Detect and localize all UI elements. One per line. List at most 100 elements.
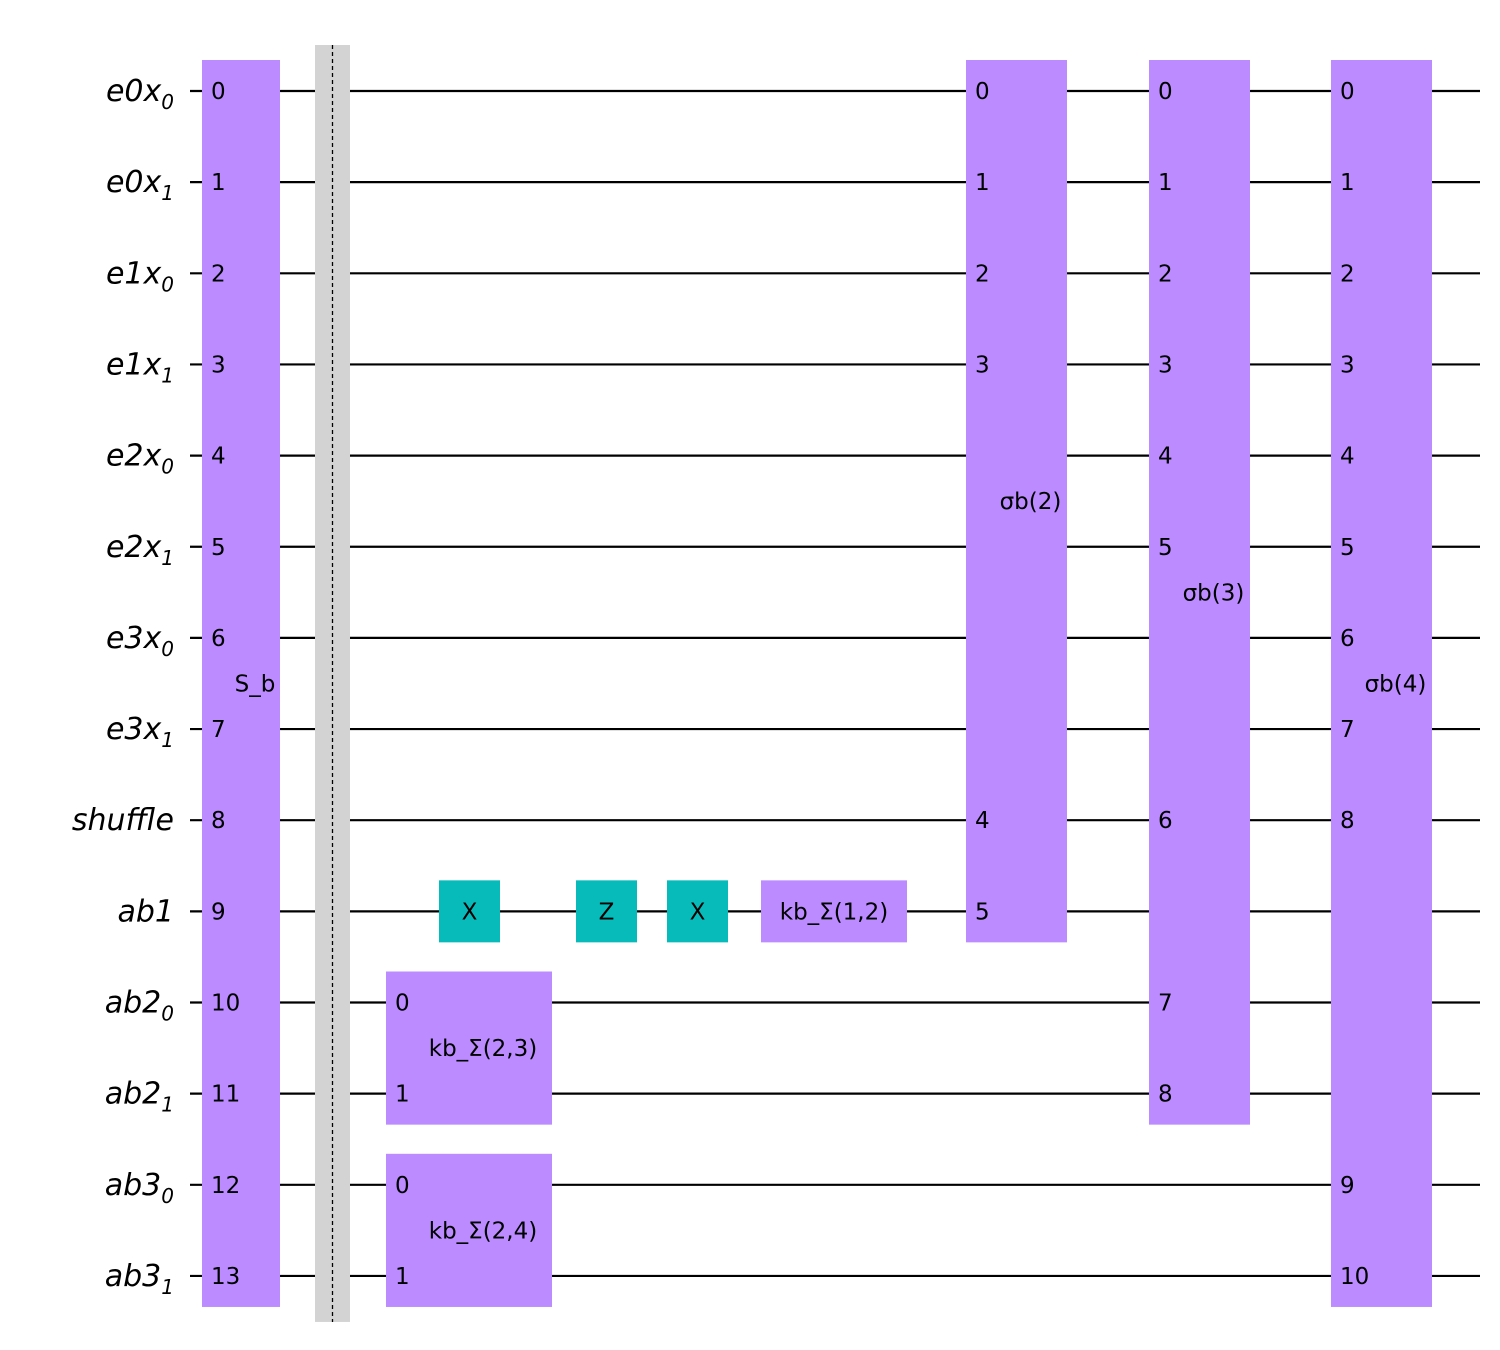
qubit-label-name: e1x — [106, 347, 162, 382]
gate-x_gate_2: X — [667, 880, 728, 943]
gate-sigma_b_2: 0 1 2 3 4 5 σb(2) — [966, 60, 1067, 943]
gate-port-label: 0 — [1158, 79, 1173, 105]
gate-port-label: 2 — [1158, 261, 1173, 287]
gate-label: kb_Σ(2,3) — [429, 1036, 537, 1062]
qubit-label: e2x1 — [106, 530, 174, 570]
qubit-label: ab20 — [105, 986, 174, 1026]
gate-port-label: 7 — [1158, 991, 1173, 1017]
gate-box — [439, 880, 500, 943]
gate-label: X — [462, 899, 478, 925]
qubit-label-subscript: 0 — [161, 455, 174, 479]
gate-port-label: 1 — [395, 1082, 410, 1108]
gate-port-label: 6 — [211, 626, 226, 652]
qubit-label-subscript: 1 — [161, 728, 174, 752]
qubit-label-subscript: 0 — [161, 1184, 174, 1208]
gate-port-label: 13 — [211, 1264, 240, 1290]
qubit-label: e1x1 — [106, 347, 174, 387]
gate-label: Z — [599, 899, 615, 925]
qubit-label: e3x0 — [106, 621, 174, 661]
barrier — [315, 45, 350, 1322]
qubit-label: e0x1 — [106, 165, 174, 205]
gate-port-label: 6 — [1158, 808, 1173, 834]
gate-box — [202, 60, 280, 1307]
qubit-label-name: e3x — [106, 712, 162, 747]
qubit-label-name: ab3 — [105, 1259, 162, 1294]
qubit-label-name: e1x — [106, 256, 162, 291]
gate-port-label: 7 — [211, 717, 226, 743]
gate-label: σb(4) — [1365, 671, 1427, 697]
gate-kb_sigma_2_4: 0 1 kb_Σ(2,4) — [386, 1153, 552, 1307]
qubit-label-name: e2x — [106, 439, 162, 474]
gate-sigma_b_4: 0 1 2 3 4 5 6 7 8 9 10 σb(4) — [1331, 60, 1432, 1307]
gate-port-label: 10 — [211, 991, 240, 1017]
qubit-label-name: ab3 — [105, 1168, 162, 1203]
gate-label: kb_Σ(1,2) — [780, 899, 888, 925]
gate-port-label: 8 — [1158, 1082, 1173, 1108]
gate-box — [1331, 60, 1432, 1307]
gate-port-label: 9 — [211, 899, 226, 925]
gate-box — [386, 1153, 552, 1307]
gate-sigma_b_3: 0 1 2 3 4 5 6 7 8 σb(3) — [1149, 60, 1250, 1125]
gate-port-label: 0 — [975, 79, 990, 105]
gate-z_gate: Z — [576, 880, 637, 943]
gate-port-label: 1 — [395, 1264, 410, 1290]
gate-kb_sigma_1_2: kb_Σ(1,2) — [761, 880, 907, 943]
gate-port-label: 2 — [1340, 261, 1355, 287]
qubit-label: ab31 — [105, 1259, 174, 1299]
gate-port-label: 4 — [1340, 444, 1355, 470]
qubit-label: e3x1 — [106, 712, 174, 752]
qubit-label-name: shuffle — [72, 803, 174, 838]
qubit-label-subscript: 1 — [161, 1275, 174, 1299]
gate-port-label: 1 — [1158, 170, 1173, 196]
qubit-label-name: ab2 — [105, 1077, 162, 1112]
qubit-label-subscript: 1 — [161, 363, 174, 387]
gate-port-label: 0 — [395, 991, 410, 1017]
qubit-label-subscript: 0 — [161, 1002, 174, 1026]
gate-box — [966, 60, 1067, 943]
qubit-label-subscript: 1 — [161, 1093, 174, 1117]
gate-port-label: 0 — [395, 1173, 410, 1199]
gate-port-label: 5 — [211, 535, 226, 561]
gate-port-label: 5 — [1158, 535, 1173, 561]
gate-port-label: 4 — [211, 444, 226, 470]
gate-port-label: 4 — [1158, 444, 1173, 470]
gates: 012345678910111213S_b01kb_Σ(2,3)01kb_Σ(2… — [202, 60, 1432, 1307]
gate-port-label: 2 — [211, 261, 226, 287]
qubit-label-subscript: 1 — [161, 546, 174, 570]
gate-box — [667, 880, 728, 943]
qubit-label: e0x0 — [106, 74, 174, 114]
qubit-label: e2x0 — [106, 439, 174, 479]
gate-kb_sigma_2_3: 0 1 kb_Σ(2,3) — [386, 971, 552, 1125]
qubit-label-subscript: 1 — [161, 181, 174, 205]
qubit-labels: e0x0e0x1e1x0e1x1e2x0e2x1e3x0e3x1shufflea… — [72, 74, 174, 1299]
qubit-label-name: e2x — [106, 530, 162, 565]
qubit-label: ab21 — [105, 1077, 174, 1117]
qubit-label: ab1 — [117, 894, 174, 929]
gate-port-label: 0 — [211, 79, 226, 105]
gate-x_gate_1: X — [439, 880, 500, 943]
gate-port-label: 1 — [975, 170, 990, 196]
gate-port-label: 7 — [1340, 717, 1355, 743]
gate-box — [1149, 60, 1250, 1125]
gate-port-label: 5 — [975, 899, 990, 925]
gate-port-label: 3 — [975, 352, 990, 378]
gate-port-label: 0 — [1340, 79, 1355, 105]
qubit-label-subscript: 0 — [161, 272, 174, 296]
gate-port-label: 6 — [1340, 626, 1355, 652]
gate-label: X — [690, 899, 706, 925]
gate-port-label: 12 — [211, 1173, 240, 1199]
qubit-label-name: e3x — [106, 621, 162, 656]
gate-port-label: 2 — [975, 261, 990, 287]
gate-port-label: 10 — [1340, 1264, 1369, 1290]
qubit-label: e1x0 — [106, 256, 174, 296]
qubit-label-name: e0x — [106, 165, 162, 200]
gate-label: S_b — [235, 671, 276, 697]
gate-port-label: 5 — [1340, 535, 1355, 561]
qubit-label-name: e0x — [106, 74, 162, 109]
gate-port-label: 9 — [1340, 1173, 1355, 1199]
gate-port-label: 4 — [975, 808, 990, 834]
gate-port-label: 1 — [1340, 170, 1355, 196]
qubit-label: ab30 — [105, 1168, 174, 1208]
gate-port-label: 1 — [211, 170, 226, 196]
